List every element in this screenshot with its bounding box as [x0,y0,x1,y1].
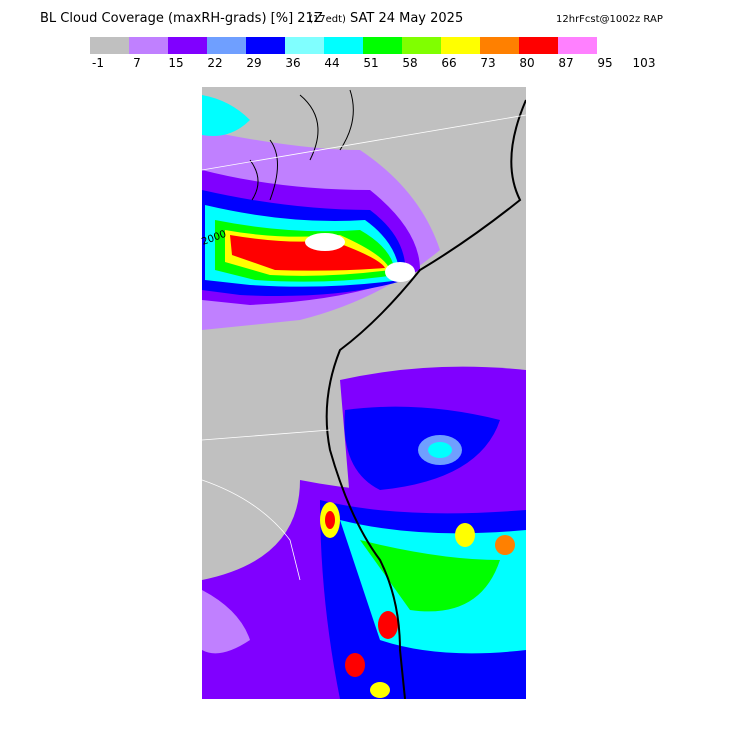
legend-label: 36 [285,56,300,70]
map: 2000 [200,87,526,699]
legend-swatch [129,37,168,54]
cloud-field [202,89,526,699]
legend-label: 22 [207,56,222,70]
legend-label: -1 [92,56,104,70]
legend-swatch [441,37,480,54]
legend-label: 66 [441,56,456,70]
legend-label: 51 [363,56,378,70]
legend-label: 80 [519,56,534,70]
legend-swatch [324,37,363,54]
date: SAT 24 May 2025 [350,11,463,26]
legend-label: 7 [133,56,141,70]
legend-label: 44 [324,56,339,70]
legend: -1 7 15 22 29 36 44 51 58 66 73 80 87 95 103 [90,37,655,70]
legend-swatch [558,37,597,54]
legend-swatch [519,37,558,54]
legend-label: 58 [402,56,417,70]
legend-swatch [207,37,246,54]
legend-swatch [402,37,441,54]
title: BL Cloud Coverage (maxRH-grads) [%] 21Z [40,11,323,26]
local-time: (17edt) [309,14,346,25]
legend-label: 87 [558,56,573,70]
legend-swatch [363,37,402,54]
legend-swatch [168,37,207,54]
run: 12hrFcst@1002z RAP [556,14,663,25]
legend-swatch [246,37,285,54]
legend-label: 29 [246,56,261,70]
legend-label: 95 [597,56,612,70]
legend-label: 73 [480,56,495,70]
legend-swatch [480,37,519,54]
legend-label: 103 [633,56,656,70]
legend-swatch [285,37,324,54]
legend-label: 15 [168,56,183,70]
legend-swatch [90,37,129,54]
